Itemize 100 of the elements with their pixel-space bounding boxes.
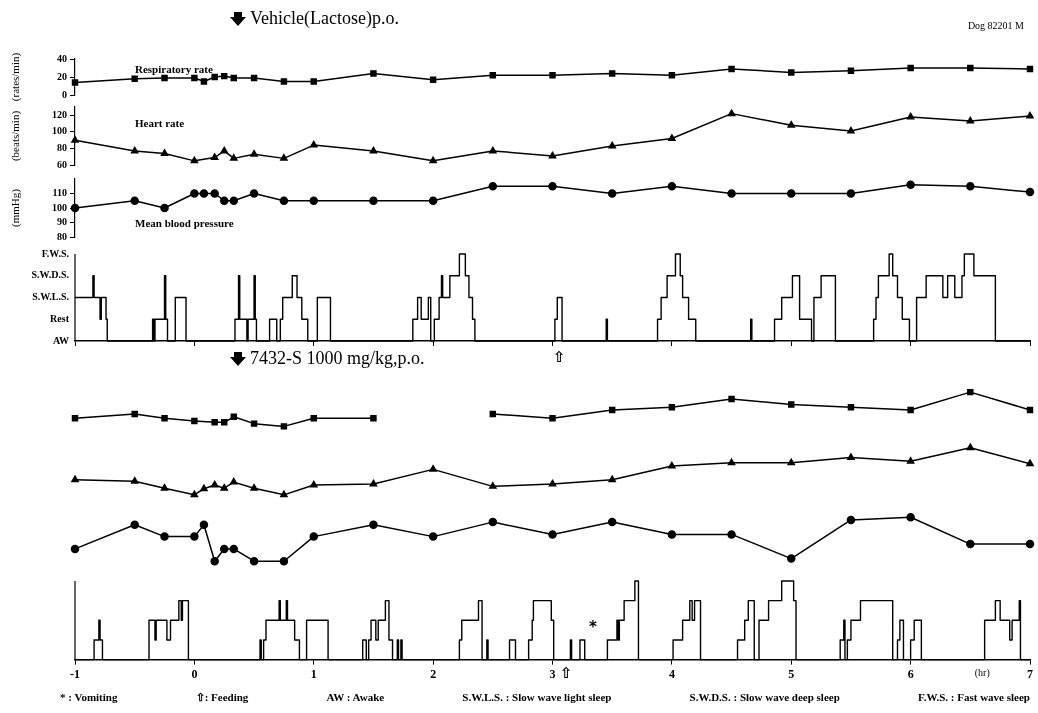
x-tick-label: 7 [1027, 666, 1033, 681]
y-axis-title: (beats/min) [8, 110, 22, 162]
point [787, 554, 796, 563]
point [230, 413, 237, 421]
point [369, 146, 378, 154]
point [220, 419, 228, 426]
point [966, 182, 975, 191]
point [906, 513, 915, 522]
x-tick-label: 4 [668, 666, 675, 681]
point [787, 120, 796, 128]
x-tick-label: -1 [70, 666, 80, 681]
text: Dog 82201 M [967, 20, 1024, 31]
point [907, 64, 914, 72]
point [280, 423, 288, 430]
point [191, 74, 198, 82]
point [211, 419, 218, 426]
point [668, 71, 676, 79]
point [668, 134, 676, 141]
point [229, 154, 238, 161]
point [190, 490, 199, 498]
point [728, 65, 735, 73]
y-tick-label: 100 [52, 201, 67, 213]
point [967, 64, 974, 72]
point [847, 403, 855, 411]
point [229, 477, 238, 485]
y-tick-label: 60 [57, 158, 67, 170]
point [160, 483, 169, 491]
text: Rest [50, 312, 70, 324]
series-label: Respiratory rate [135, 62, 213, 75]
point [309, 532, 318, 541]
point [847, 67, 855, 74]
point [280, 78, 288, 85]
point [727, 530, 736, 539]
point [249, 189, 259, 198]
point [489, 71, 497, 79]
chart-title: 7432-S 1000 mg/kg,p.o. [250, 348, 425, 369]
point [966, 443, 975, 451]
point [280, 490, 288, 498]
text: AW : Awake [326, 691, 385, 704]
point [219, 544, 229, 554]
y-tick-label: 20 [57, 70, 67, 82]
y-tick-label: 0 [62, 88, 67, 100]
text: F.W.S. : Fast wave sleep [917, 691, 1030, 704]
point [229, 544, 239, 554]
x-tick-label: 3 [549, 666, 556, 681]
y-axis-title: (mmHg) [8, 188, 22, 227]
y-tick-label: 90 [57, 216, 67, 228]
point [548, 151, 557, 159]
point [846, 515, 856, 525]
point [966, 116, 975, 124]
text: ⇧ [553, 348, 566, 366]
point [846, 189, 856, 198]
text: S.W.L.S. : Slow wave light sleep [462, 691, 612, 704]
point [160, 149, 169, 156]
point [608, 406, 616, 414]
point [70, 203, 80, 213]
point [847, 126, 855, 134]
text: AW [52, 334, 69, 346]
point [1026, 65, 1034, 73]
point [549, 71, 556, 79]
point [200, 78, 208, 85]
point [428, 532, 438, 541]
point [1025, 187, 1035, 197]
point [369, 520, 378, 529]
x-tick-label: 2 [430, 666, 437, 681]
point [1026, 111, 1034, 119]
point [906, 112, 915, 120]
point [131, 410, 138, 418]
x-tick-label: 6 [907, 666, 914, 681]
point [70, 544, 80, 554]
point [210, 480, 219, 488]
point [161, 414, 168, 422]
text: S.W.D.S. [31, 269, 70, 281]
point [249, 556, 259, 566]
point [160, 532, 169, 541]
point [847, 453, 855, 461]
x-tick-label: 1 [310, 666, 317, 681]
point [199, 189, 209, 198]
point [906, 457, 915, 464]
y-tick-label: 40 [57, 52, 67, 64]
point [210, 189, 219, 198]
point [489, 410, 497, 418]
point [607, 517, 617, 527]
point [131, 75, 138, 83]
point [229, 196, 239, 205]
point [668, 461, 676, 469]
point [219, 196, 229, 205]
point [727, 458, 736, 466]
point [788, 401, 795, 408]
point [280, 154, 288, 161]
point [210, 153, 219, 161]
point [728, 395, 735, 403]
point [548, 530, 557, 539]
y-tick-label: 80 [57, 230, 67, 242]
y-tick-label: 100 [52, 125, 67, 137]
point [429, 156, 437, 164]
point [369, 196, 378, 205]
point [1026, 406, 1034, 414]
text: * : Vomiting [60, 691, 118, 704]
point [608, 141, 616, 149]
